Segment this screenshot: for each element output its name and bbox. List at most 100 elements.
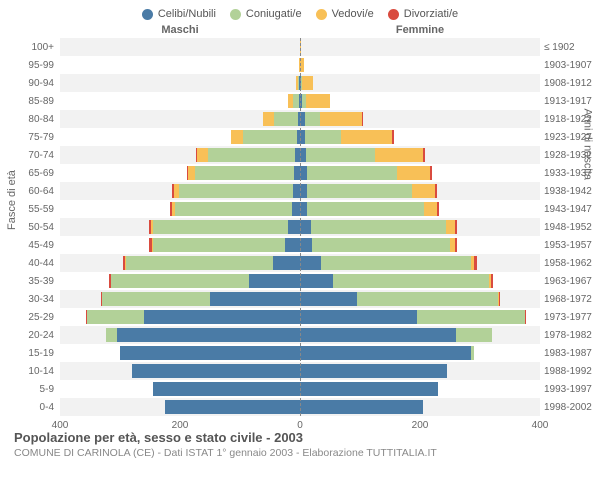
bar-segment	[305, 130, 341, 144]
year-label: 1908-1912	[544, 78, 598, 89]
year-label: 1958-1962	[544, 258, 598, 269]
bar-segment	[307, 166, 397, 180]
year-label: 1903-1907	[544, 60, 598, 71]
bar-segment	[274, 112, 298, 126]
female-bar	[300, 238, 540, 252]
bar-segment	[307, 184, 412, 198]
male-bar	[60, 130, 300, 144]
female-bar	[300, 400, 540, 414]
male-bar	[60, 76, 300, 90]
year-label: 1938-1942	[544, 186, 598, 197]
column-headers: Maschi Femmine	[0, 24, 600, 38]
bar-segment	[106, 328, 117, 342]
bar-segment	[188, 166, 195, 180]
bar-segment	[307, 202, 424, 216]
bar-segment	[456, 328, 492, 342]
age-label: 85-89	[4, 96, 54, 107]
bar-segment	[300, 256, 321, 270]
bar-segment	[293, 184, 300, 198]
male-bar	[60, 40, 300, 54]
chart-area: 100+ ≤ 1902 95-99 1903-1907 90-94 1908-1912 85…	[0, 38, 600, 416]
female-bar	[300, 40, 540, 54]
bar-segment	[120, 346, 300, 360]
age-label: 10-14	[4, 366, 54, 377]
bar-segment	[300, 346, 471, 360]
legend-label: Coniugati/e	[246, 8, 302, 20]
year-label: 1913-1917	[544, 96, 598, 107]
bar-segment	[320, 112, 362, 126]
female-bar	[300, 346, 540, 360]
year-label: 1978-1982	[544, 330, 598, 341]
age-label: 15-19	[4, 348, 54, 359]
bar-segment	[474, 256, 477, 270]
chart-title: Popolazione per età, sesso e stato civil…	[14, 430, 586, 445]
female-bar	[300, 166, 540, 180]
year-label: 1953-1957	[544, 240, 598, 251]
age-label: 25-29	[4, 312, 54, 323]
male-bar	[60, 256, 300, 270]
age-label: 75-79	[4, 132, 54, 143]
year-label: 1968-1972	[544, 294, 598, 305]
bar-segment	[288, 220, 300, 234]
legend: Celibi/NubiliConiugati/eVedovi/eDivorzia…	[0, 0, 600, 24]
legend-dot	[230, 9, 241, 20]
male-bar	[60, 220, 300, 234]
bar-segment	[300, 238, 312, 252]
year-label: 1973-1977	[544, 312, 598, 323]
bar-segment	[455, 238, 457, 252]
male-bar	[60, 202, 300, 216]
year-label: ≤ 1902	[544, 42, 598, 53]
age-label: 90-94	[4, 78, 54, 89]
bar-segment	[392, 130, 394, 144]
year-label: 1983-1987	[544, 348, 598, 359]
age-label: 45-49	[4, 240, 54, 251]
bar-segment	[435, 184, 437, 198]
male-bar	[60, 274, 300, 288]
bar-segment	[430, 166, 432, 180]
bar-segment	[300, 202, 307, 216]
bar-segment	[144, 310, 300, 324]
bar-segment	[132, 364, 300, 378]
bar-segment	[153, 220, 288, 234]
bar-segment	[302, 76, 313, 90]
bar-segment	[423, 148, 425, 162]
age-label: 80-84	[4, 114, 54, 125]
x-tick: 200	[412, 420, 429, 431]
age-label: 70-74	[4, 150, 54, 161]
legend-label: Celibi/Nubili	[158, 8, 216, 20]
year-label: 1993-1997	[544, 384, 598, 395]
bar-segment	[321, 256, 471, 270]
bar-segment	[153, 238, 285, 252]
female-bar	[300, 220, 540, 234]
bar-segment	[243, 130, 297, 144]
legend-item: Divorziati/e	[388, 8, 458, 20]
age-label: 100+	[4, 42, 54, 53]
legend-label: Divorziati/e	[404, 8, 458, 20]
year-label: 1943-1947	[544, 204, 598, 215]
male-bar	[60, 400, 300, 414]
bar-segment	[417, 310, 525, 324]
female-bar	[300, 58, 540, 72]
bar-segment	[111, 274, 249, 288]
x-tick: 400	[52, 420, 69, 431]
male-bar	[60, 310, 300, 324]
legend-dot	[142, 9, 153, 20]
x-tick: 200	[172, 420, 189, 431]
year-label: 1988-1992	[544, 366, 598, 377]
bar-segment	[306, 148, 375, 162]
age-label: 30-34	[4, 294, 54, 305]
bar-segment	[249, 274, 300, 288]
legend-dot	[316, 9, 327, 20]
bar-segment	[471, 346, 474, 360]
bar-segment	[300, 364, 447, 378]
bar-segment	[357, 292, 498, 306]
bar-segment	[491, 274, 493, 288]
bar-segment	[273, 256, 300, 270]
bar-segment	[312, 238, 450, 252]
bar-segment	[305, 112, 320, 126]
age-label: 95-99	[4, 60, 54, 71]
bar-segment	[300, 292, 357, 306]
bar-segment	[333, 274, 489, 288]
bar-segment	[195, 166, 294, 180]
female-bar	[300, 184, 540, 198]
